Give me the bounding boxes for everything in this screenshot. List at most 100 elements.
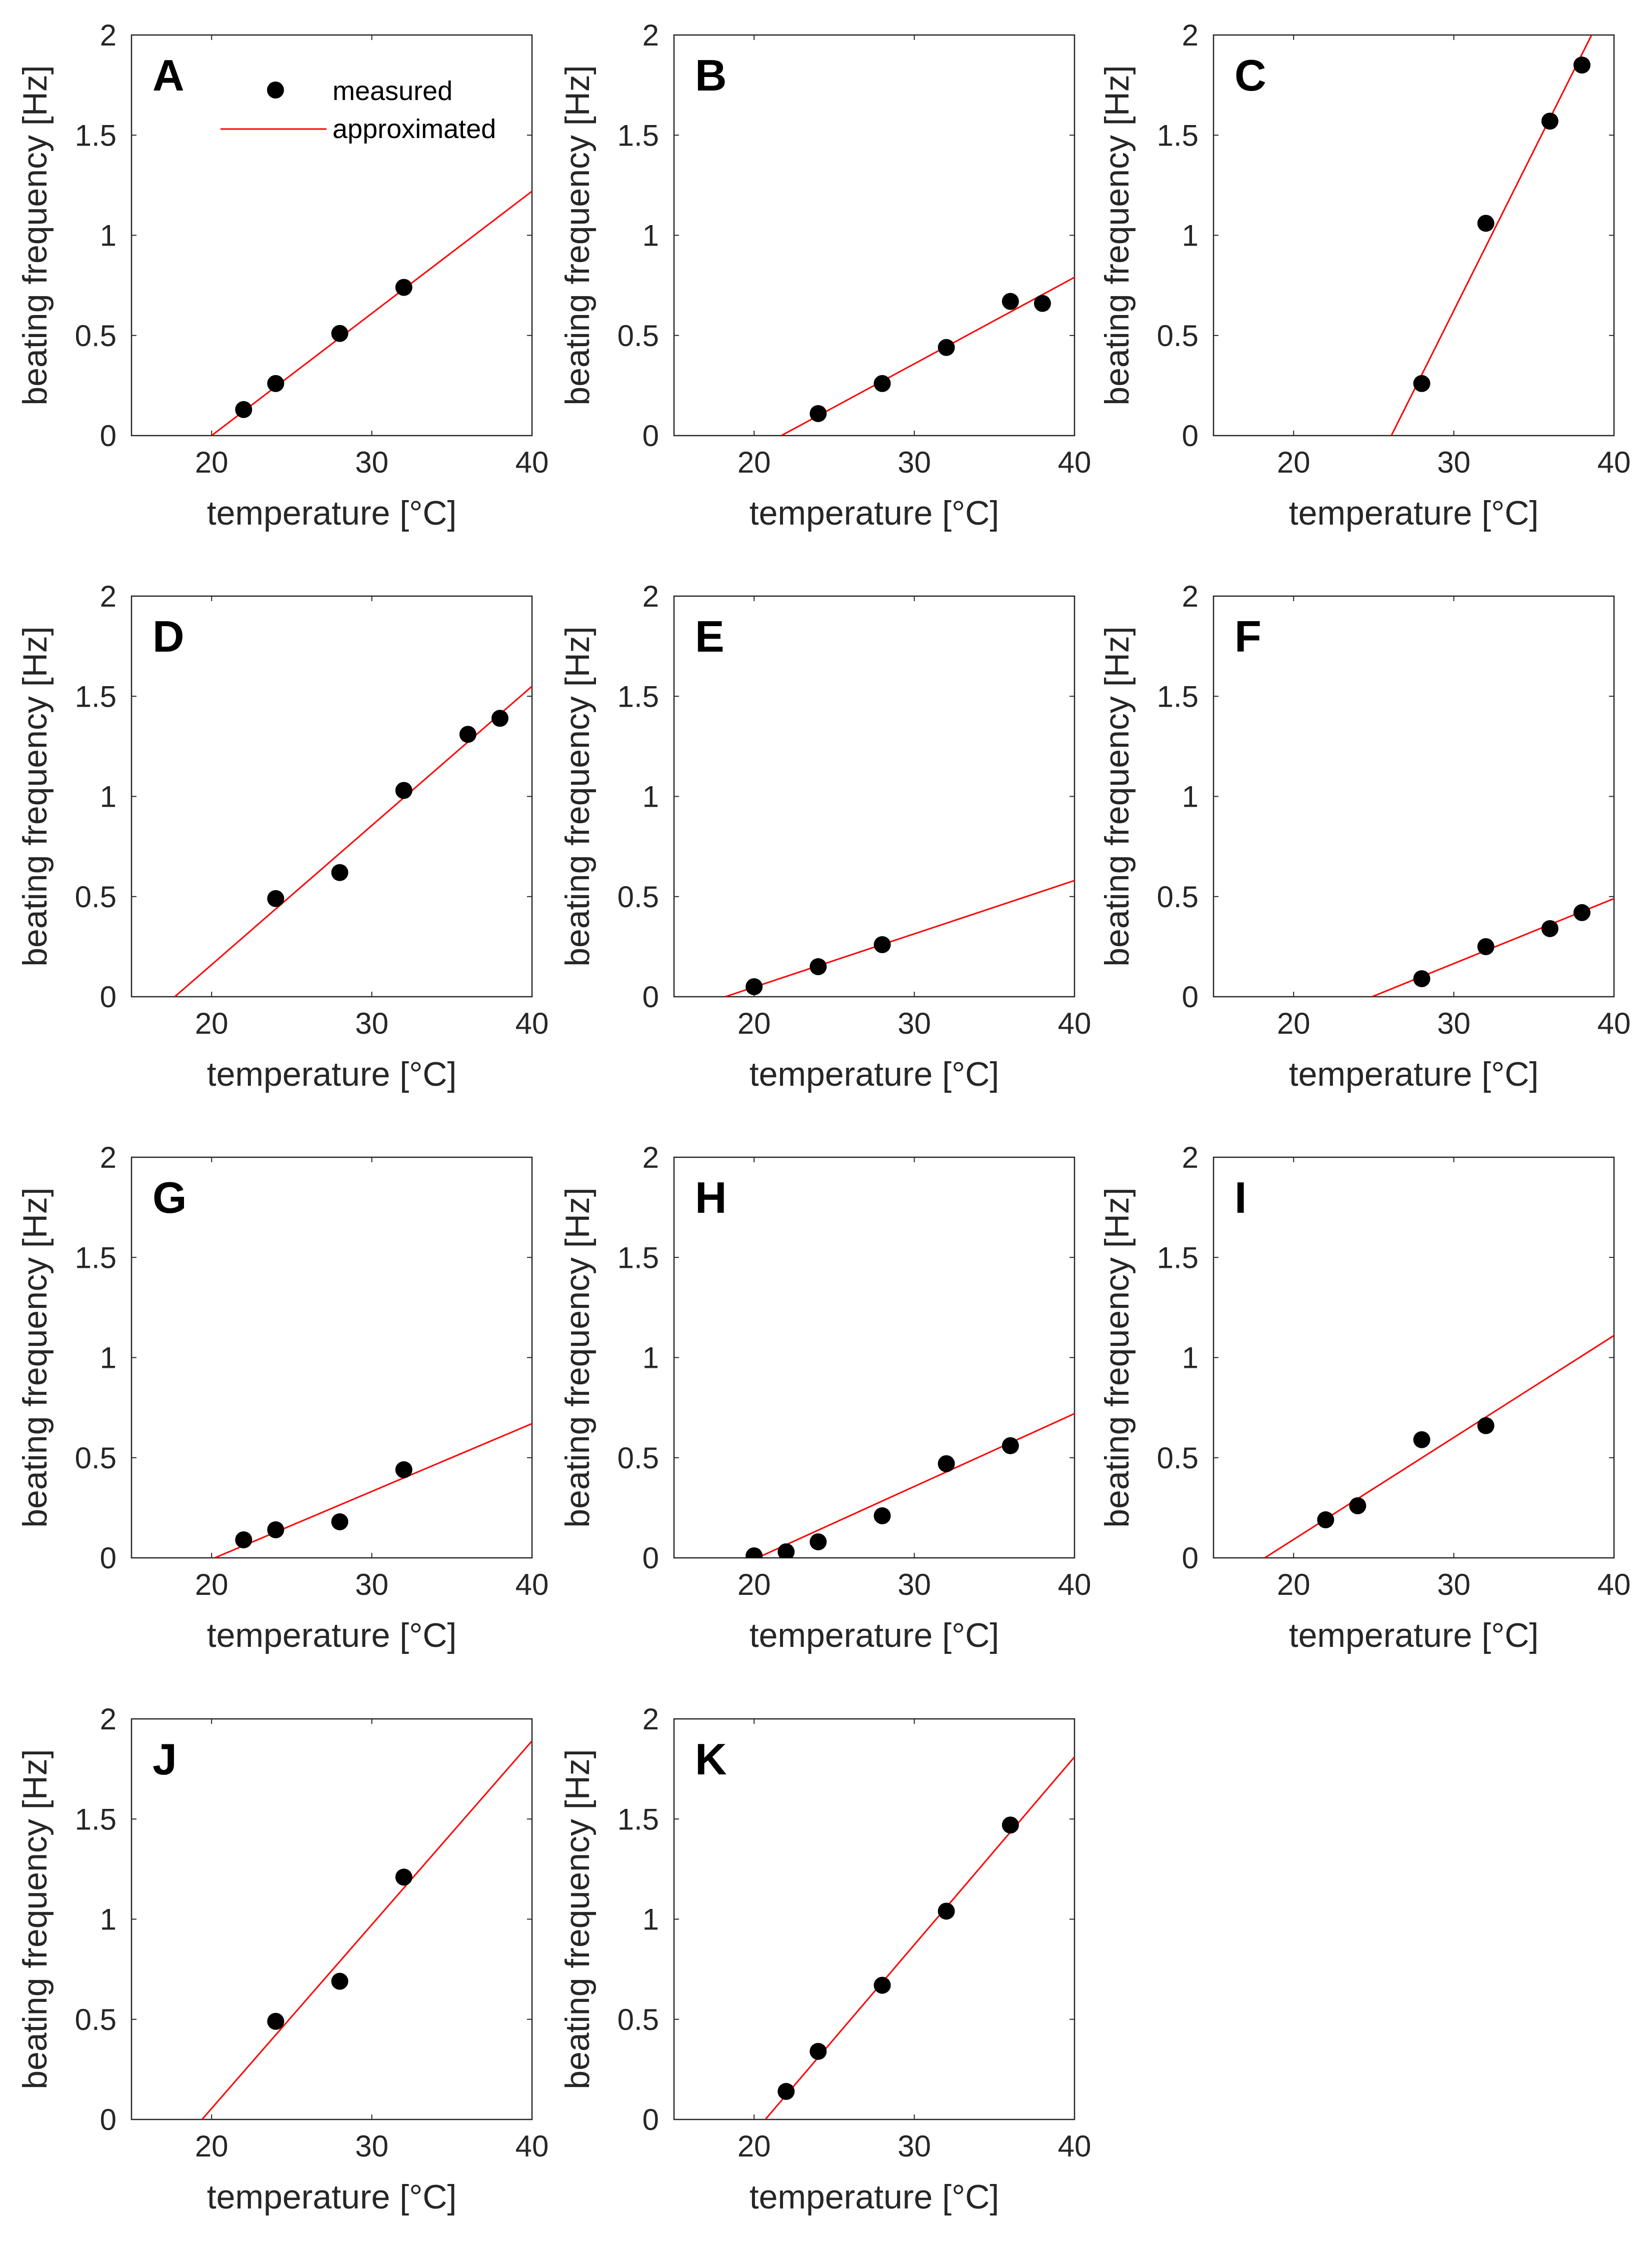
- plot-area-frame: [1212, 1156, 1615, 1559]
- y-axis-label: beating frequency [Hz]: [558, 1749, 596, 2089]
- y-tick-label: 2: [100, 1141, 116, 1174]
- legend-label-measured: measured: [332, 76, 452, 106]
- panel-letter: K: [695, 1734, 727, 1784]
- panel-letter: C: [1234, 51, 1266, 100]
- x-tick-label: 40: [1058, 1568, 1092, 1601]
- panel-letter: H: [695, 1173, 727, 1222]
- y-tick-label: 0.5: [75, 880, 116, 914]
- y-tick-label: 1.5: [75, 119, 116, 152]
- data-point: [810, 958, 827, 975]
- plot-area-frame: [673, 34, 1076, 437]
- y-tick-label: 1: [642, 219, 659, 253]
- data-point: [235, 1531, 252, 1548]
- panel-k: 20 30 40 0 0.5 1 1.5 2 temperature [°C] beating f…: [558, 1702, 1091, 2216]
- data-point: [1034, 295, 1051, 312]
- x-axis-label: temperature [°C]: [1289, 1616, 1539, 1654]
- y-tick-label: 2: [1182, 19, 1198, 52]
- plot-area-frame: [130, 1718, 533, 2120]
- y-axis-label: beating frequency [Hz]: [1098, 65, 1136, 405]
- data-point: [810, 1533, 827, 1550]
- y-axis-label: beating frequency [Hz]: [16, 1749, 54, 2089]
- x-axis-label: temperature [°C]: [750, 1616, 1000, 1654]
- data-point: [1477, 215, 1494, 232]
- y-tick-label: 1.5: [618, 1241, 659, 1274]
- plot-area-frame: [1212, 595, 1615, 998]
- y-tick-label: 0: [642, 419, 659, 453]
- x-tick-label: 40: [1058, 2129, 1092, 2163]
- data-point: [746, 978, 763, 995]
- fit-line: [725, 880, 1074, 997]
- y-axis-label: beating frequency [Hz]: [558, 65, 596, 405]
- data-point: [746, 1547, 763, 1558]
- y-axis-label: beating frequency [Hz]: [1098, 1187, 1136, 1527]
- y-tick-label: 0: [642, 1541, 659, 1575]
- data-point: [395, 279, 412, 296]
- y-tick-label: 0: [100, 2103, 116, 2136]
- data-point: [1002, 293, 1019, 310]
- plot-area-frame: [673, 1156, 1076, 1559]
- data-point: [1573, 904, 1590, 921]
- y-tick-label: 1.5: [75, 1802, 116, 1836]
- data-point: [874, 1507, 891, 1524]
- y-tick-label: 2: [642, 19, 659, 52]
- y-tick-label: 0.5: [618, 2003, 659, 2036]
- y-axis-label: beating frequency [Hz]: [16, 65, 54, 405]
- x-tick-label: 30: [898, 2129, 931, 2163]
- x-tick-label: 20: [738, 1007, 771, 1040]
- data-point: [1002, 1816, 1019, 1834]
- panel-b: 20 30 40 0 0.5 1 1.5 2 temperature [°C] beating f…: [558, 19, 1091, 532]
- legend-label-approximated: approximated: [332, 114, 496, 144]
- x-axis-label: temperature [°C]: [207, 1055, 457, 1093]
- data-point: [938, 339, 955, 356]
- plot-content: [780, 277, 1074, 436]
- x-tick-label: 30: [898, 1568, 931, 1601]
- x-axis-label: temperature [°C]: [750, 1055, 1000, 1093]
- plot-content: [201, 1740, 532, 2119]
- x-tick-label: 20: [195, 1568, 228, 1601]
- data-point: [1349, 1497, 1366, 1514]
- x-tick-label: 20: [1277, 1007, 1310, 1040]
- data-point: [267, 2012, 284, 2030]
- x-tick-label: 30: [898, 1007, 931, 1040]
- data-point: [395, 782, 412, 799]
- y-tick-label: 1.5: [618, 1802, 659, 1836]
- data-point: [331, 1972, 348, 1990]
- y-axis-label: beating frequency [Hz]: [558, 626, 596, 966]
- fit-line: [756, 1413, 1074, 1558]
- y-tick-label: 0.5: [1157, 319, 1198, 353]
- x-tick-label: 20: [738, 2129, 771, 2163]
- plot-content: [725, 880, 1074, 997]
- y-tick-label: 2: [1182, 1141, 1198, 1174]
- data-point: [331, 325, 348, 342]
- y-tick-label: 2: [642, 1702, 659, 1736]
- x-axis-label: temperature [°C]: [1289, 494, 1539, 532]
- x-tick-label: 30: [355, 2129, 388, 2163]
- y-tick-label: 0.5: [618, 319, 659, 353]
- data-point: [810, 2042, 827, 2060]
- y-tick-label: 1.5: [618, 680, 659, 713]
- y-tick-label: 0.5: [1157, 1441, 1198, 1475]
- panel-d: 20 30 40 0 0.5 1 1.5 2 temperature [°C] beating f…: [16, 580, 548, 1093]
- y-tick-label: 0.5: [1157, 880, 1198, 914]
- y-tick-label: 0.5: [75, 2003, 116, 2036]
- y-tick-label: 1: [100, 780, 116, 814]
- panel-letter: J: [152, 1734, 177, 1784]
- y-tick-label: 2: [642, 1141, 659, 1174]
- x-tick-label: 20: [195, 2129, 228, 2163]
- y-tick-label: 2: [100, 580, 116, 613]
- plot-content: [1264, 1335, 1614, 1558]
- y-tick-label: 0: [642, 2103, 659, 2136]
- fit-line: [1390, 35, 1592, 436]
- y-tick-label: 0: [100, 980, 116, 1014]
- y-tick-label: 0: [1182, 980, 1198, 1014]
- x-tick-label: 30: [898, 446, 931, 479]
- y-tick-label: 1: [642, 1341, 659, 1375]
- y-axis-label: beating frequency [Hz]: [16, 1187, 54, 1527]
- data-point: [1317, 1511, 1334, 1528]
- data-point: [395, 1461, 412, 1478]
- plot-content: [214, 1423, 532, 1558]
- x-tick-label: 40: [1598, 446, 1631, 479]
- data-point: [938, 1455, 955, 1472]
- y-axis-label: beating frequency [Hz]: [16, 626, 54, 966]
- y-tick-label: 1.5: [1157, 119, 1198, 152]
